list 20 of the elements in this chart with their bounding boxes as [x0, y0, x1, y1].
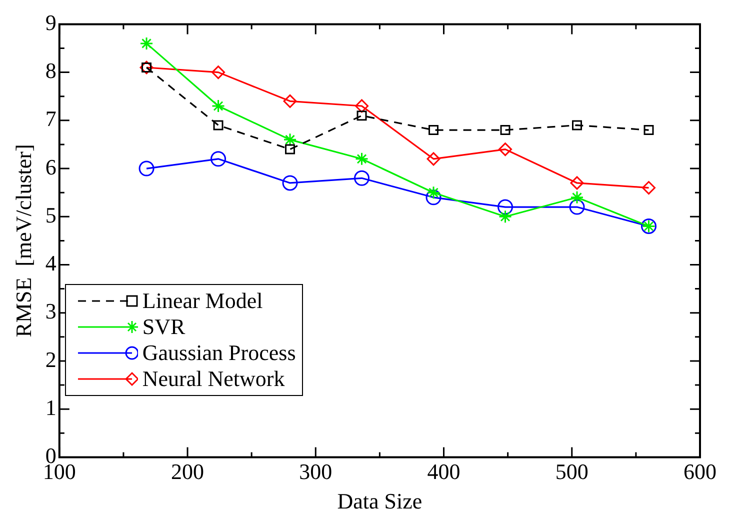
y-tick-label: 6: [45, 154, 56, 180]
legend-label: Neural Network: [142, 366, 285, 392]
legend-label: SVR: [142, 314, 186, 340]
x-tick-label: 500: [555, 459, 588, 484]
y-tick-label: 5: [45, 202, 56, 228]
y-axis-title: RMSE [meV/cluster]: [10, 144, 36, 338]
legend-label: Linear Model: [142, 288, 263, 314]
legend-label: Gaussian Process: [142, 340, 296, 366]
x-tick-label: 200: [171, 459, 204, 484]
y-tick-label: 9: [45, 10, 56, 35]
y-tick-label: 2: [45, 346, 56, 372]
x-tick-label: 400: [427, 459, 460, 484]
y-tick-label: 1: [45, 394, 56, 420]
x-tick-label: 600: [684, 459, 716, 484]
y-tick-label: 4: [45, 250, 56, 276]
x-axis-title: Data Size: [337, 488, 422, 514]
y-tick-label: 8: [45, 58, 56, 84]
y-tick-label: 3: [45, 298, 56, 324]
y-tick-label: 7: [45, 106, 56, 132]
x-tick-label: 300: [299, 459, 332, 484]
